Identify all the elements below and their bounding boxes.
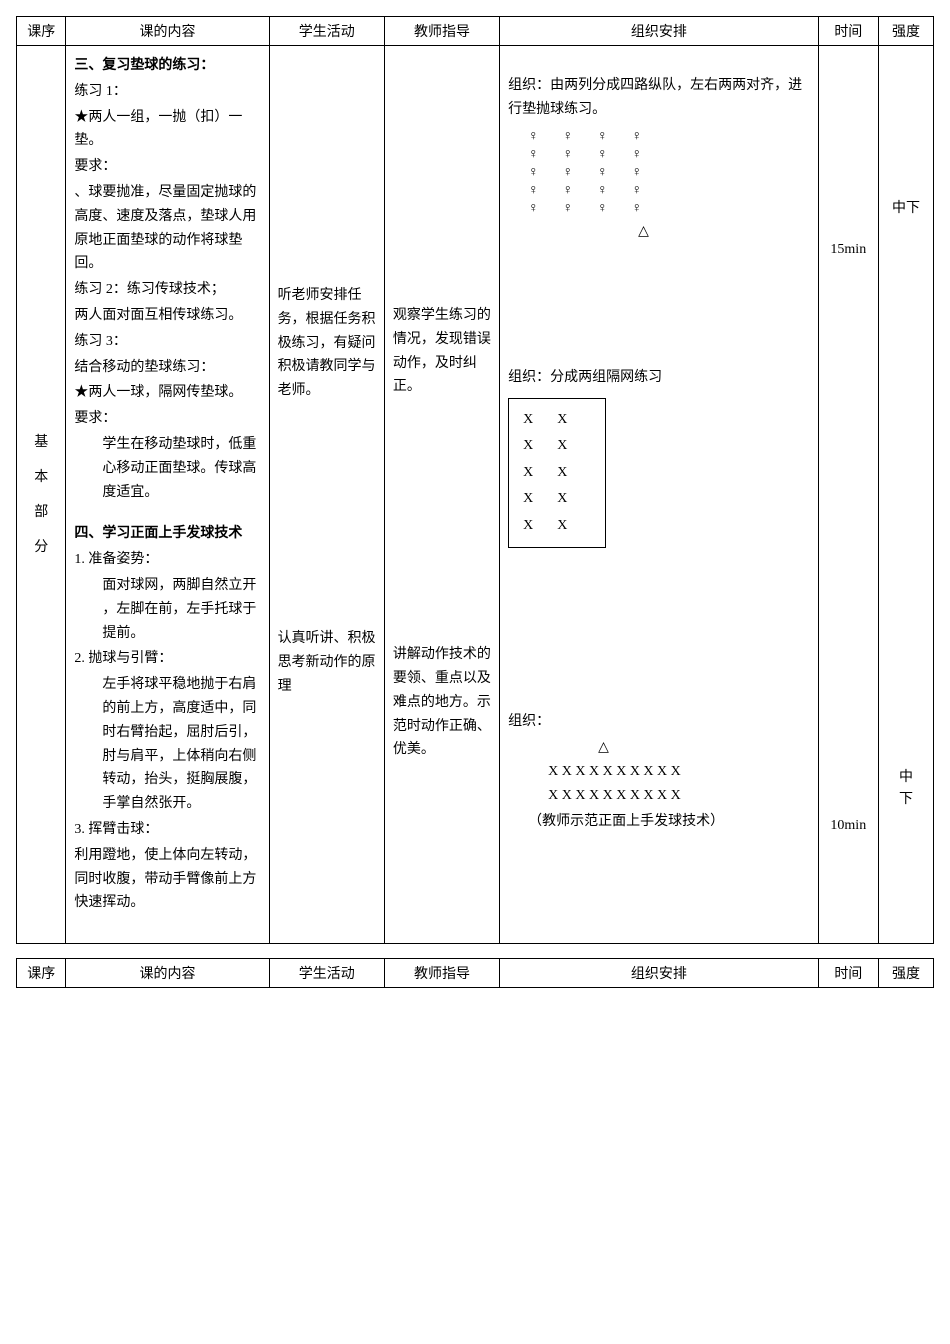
guide-g1: 观察学生练习的情况，发现错误动作，及时纠正。 [393, 304, 491, 399]
hdr-org: 组织安排 [500, 17, 818, 46]
content-p7: 练习 3： [74, 330, 260, 354]
box-row-3: XX [523, 460, 591, 487]
fhdr-org: 组织安排 [500, 959, 818, 988]
fhdr-seq: 课序 [17, 959, 66, 988]
content-p9: ★两人一球，隔网传垫球。 [74, 381, 260, 405]
hdr-time: 时间 [818, 17, 878, 46]
triangle-1: △ [528, 219, 809, 244]
content-p14: 2. 抛球与引臂： [74, 647, 260, 671]
intensity-1: 中下 [887, 197, 925, 217]
guide-g2: 讲解动作技术的要领、重点以及难点的地方。示范时动作正确、优美。 [393, 643, 491, 762]
body-row: 基本部分 三、复习垫球的练习： 练习 1： ★两人一组，一抛（扣）一垫。 要求：… [17, 46, 934, 944]
org-o2: 组织：分成两组隔网练习 [508, 366, 809, 390]
footer-header-row: 课序 课的内容 学生活动 教师指导 组织安排 时间 强度 [17, 959, 934, 988]
fhdr-content: 课的内容 [66, 959, 269, 988]
x-row-1: X X X X X X X X X X [548, 760, 809, 784]
content-p8: 结合移动的垫球练习： [74, 356, 260, 380]
activity-a2: 认真听讲、积极思考新动作的原理 [278, 627, 376, 698]
header-row: 课序 课的内容 学生活动 教师指导 组织安排 时间 强度 [17, 17, 934, 46]
sym-col-3: ♀♀♀♀♀ [597, 128, 608, 219]
content-p2: ★两人一组，一抛（扣）一垫。 [74, 106, 260, 154]
fhdr-guide: 教师指导 [384, 959, 499, 988]
box-row-2: XX [523, 433, 591, 460]
intensity-2: 中下 [887, 767, 925, 812]
sym-col-1: ♀♀♀♀♀ [528, 128, 539, 219]
box-row-1: XX [523, 407, 591, 434]
lesson-table-footer: 课序 课的内容 学生活动 教师指导 组织安排 时间 强度 [16, 958, 934, 988]
content-p17: 利用蹬地，使上体向左转动，同时收腹，带动手臂像前上方快速挥动。 [74, 844, 260, 915]
content-h3: 三、复习垫球的练习： [74, 54, 260, 78]
sym-col-2: ♀♀♀♀♀ [563, 128, 574, 219]
fhdr-time: 时间 [818, 959, 878, 988]
box-row-4: XX [523, 486, 591, 513]
content-p11: 学生在移动垫球时，低重心移动正面垫球。传球高度适宜。 [74, 433, 260, 504]
org-o1: 组织：由两列分成四路纵队，左右两两对齐，进行垫抛球练习。 [508, 74, 809, 122]
cell-intensity: 中下 中下 [879, 46, 934, 944]
cell-time: 15min 10min [818, 46, 878, 944]
hdr-seq: 课序 [17, 17, 66, 46]
org-o3: 组织： [508, 710, 809, 734]
x-row-2: X X X X X X X X X X [548, 784, 809, 808]
content-p15: 左手将球平稳地抛于右肩的前上方，高度适中，同时右臂抬起，屈肘后引，肘与肩平，上体… [74, 673, 260, 816]
content-p6: 两人面对面互相传球练习。 [74, 304, 260, 328]
lesson-table-main: 课序 课的内容 学生活动 教师指导 组织安排 时间 强度 基本部分 三、复习垫球… [16, 16, 934, 944]
seq-text: 基本部分 [25, 425, 57, 565]
content-p13: 面对球网，两脚自然立开 ，左脚在前，左手托球于提前。 [74, 574, 260, 645]
hdr-guide: 教师指导 [384, 17, 499, 46]
content-p5: 练习 2：练习传球技术； [74, 278, 260, 302]
fhdr-intensity: 强度 [879, 959, 934, 988]
formation-box: XX XX XX XX XX [508, 392, 809, 549]
formation-1: ♀♀♀♀♀ ♀♀♀♀♀ ♀♀♀♀♀ ♀♀♀♀♀ △ [508, 128, 809, 244]
cell-activity: 听老师安排任务，根据任务积极练习，有疑问积极请教同学与老师。 认真听讲、积极思考… [269, 46, 384, 944]
time-2: 10min [827, 818, 870, 834]
content-h4: 四、学习正面上手发球技术 [74, 522, 260, 546]
fhdr-activity: 学生活动 [269, 959, 384, 988]
content-p12: 1. 准备姿势： [74, 548, 260, 572]
content-p10: 要求： [74, 407, 260, 431]
content-p4: 、球要抛准，尽量固定抛球的高度、速度及落点，垫球人用原地正面垫球的动作将球垫回。 [74, 181, 260, 276]
org-o4: （教师示范正面上手发球技术） [508, 810, 809, 834]
cell-guide: 观察学生练习的情况，发现错误动作，及时纠正。 讲解动作技术的要领、重点以及难点的… [384, 46, 499, 944]
triangle-2: △ [548, 736, 809, 760]
cell-content: 三、复习垫球的练习： 练习 1： ★两人一组，一抛（扣）一垫。 要求： 、球要抛… [66, 46, 269, 944]
content-p3: 要求： [74, 155, 260, 179]
hdr-activity: 学生活动 [269, 17, 384, 46]
box-row-5: XX [523, 513, 591, 540]
content-p16: 3. 挥臂击球： [74, 818, 260, 842]
time-1: 15min [827, 242, 870, 258]
cell-seq: 基本部分 [17, 46, 66, 944]
hdr-intensity: 强度 [879, 17, 934, 46]
formation-2: △ X X X X X X X X X X X X X X X X X X X … [508, 736, 809, 807]
activity-a1: 听老师安排任务，根据任务积极练习，有疑问积极请教同学与老师。 [278, 284, 376, 403]
hdr-content: 课的内容 [66, 17, 269, 46]
sym-col-4: ♀♀♀♀♀ [632, 128, 643, 219]
cell-org: 组织：由两列分成四路纵队，左右两两对齐，进行垫抛球练习。 ♀♀♀♀♀ ♀♀♀♀♀… [500, 46, 818, 944]
content-p1: 练习 1： [74, 80, 260, 104]
